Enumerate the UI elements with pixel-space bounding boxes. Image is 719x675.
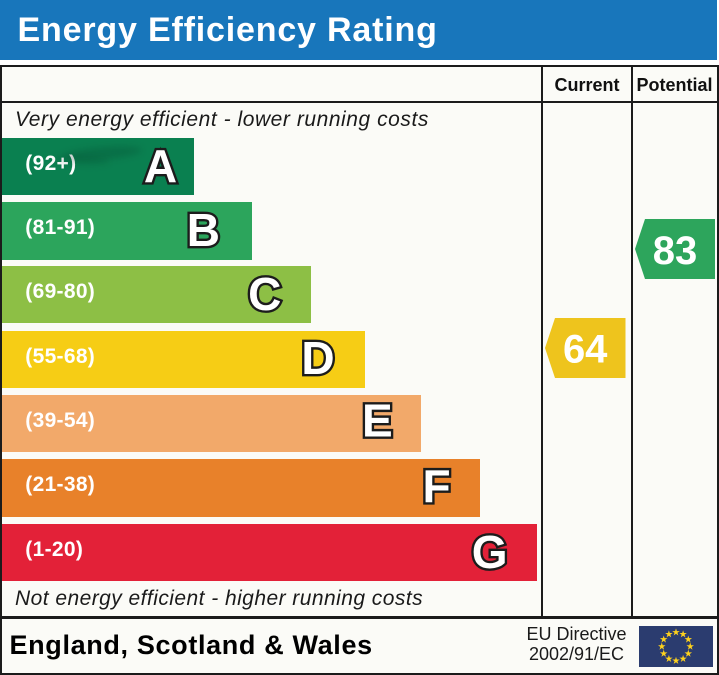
svg-text:G: G	[472, 526, 508, 578]
svg-text:A: A	[144, 140, 177, 192]
svg-text:C: C	[248, 268, 281, 320]
svg-text:F: F	[423, 460, 451, 512]
svg-text:D: D	[301, 332, 334, 384]
svg-text:83: 83	[653, 229, 698, 273]
svg-text:E: E	[362, 395, 393, 447]
svg-text:64: 64	[563, 328, 608, 372]
svg-text:B: B	[187, 204, 220, 256]
